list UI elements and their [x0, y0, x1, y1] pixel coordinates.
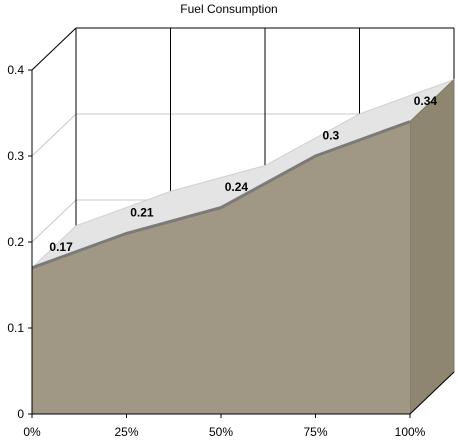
y-tick-label: 0: [17, 407, 24, 421]
y-tick-label: 0.3: [7, 149, 24, 163]
x-tick-label: 0%: [23, 425, 41, 439]
chart-title: Fuel Consumption: [180, 2, 278, 16]
area-layer: [31, 78, 455, 416]
x-tick-label: 100%: [395, 425, 426, 439]
data-label: 0.17: [49, 240, 73, 254]
left-wall-top: [31, 27, 77, 71]
area-edge-line: [31, 120, 411, 270]
y-tick-label: 0.2: [7, 235, 24, 249]
x-tick-label: 50%: [209, 425, 233, 439]
y-tick-label: 0.4: [7, 63, 24, 77]
data-label: 0.21: [130, 206, 154, 220]
data-label: 0.34: [414, 94, 438, 108]
gridline-side: [31, 199, 77, 243]
area-front-face: [32, 121, 410, 414]
floor-right-edge: [409, 371, 455, 415]
data-label: 0.3: [323, 128, 340, 142]
x-tick-label: 25%: [114, 425, 138, 439]
x-tick-label: 75%: [303, 425, 327, 439]
y-tick-label: 0.1: [7, 321, 24, 335]
area-side-face: [409, 78, 455, 416]
axis-layer: 0 0.1 0.2 0.3 0.4 0% 25% 50% 75% 100%: [7, 63, 455, 439]
gridline-side: [31, 113, 77, 157]
label-layer: 0.17 0.21 0.24 0.3 0.34: [49, 94, 437, 254]
data-label: 0.24: [225, 180, 249, 194]
